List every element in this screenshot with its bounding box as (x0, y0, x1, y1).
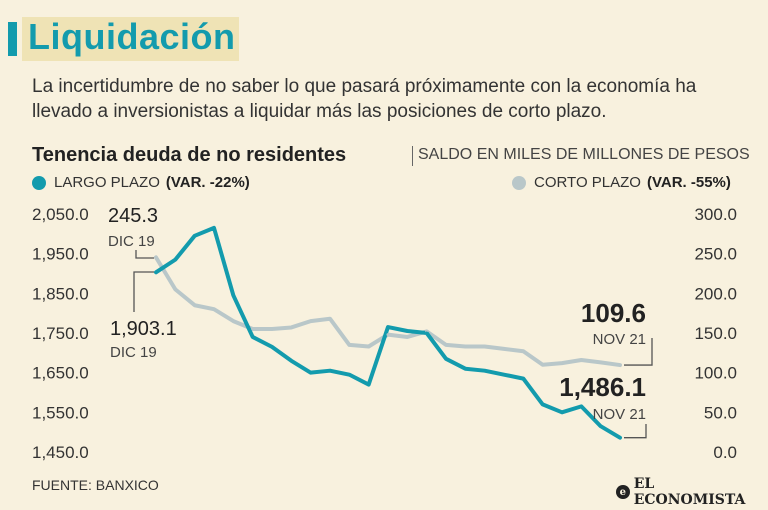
legend-corto: CORTO PLAZO (VAR. -55%) (512, 174, 731, 191)
source-note: FUENTE: BANXICO (32, 477, 159, 493)
left-tick-label: 1,650.0 (32, 364, 89, 383)
annotation-leader (624, 338, 653, 366)
annotation-value: 245.3 (108, 205, 158, 227)
title-accent-bar (8, 22, 17, 56)
data-point-largo (521, 377, 525, 381)
chart-subtitle: SALDO EN MILES DE MILLONES DE PESOS (418, 146, 750, 163)
legend-corto-label: CORTO PLAZO (534, 174, 641, 191)
data-point-largo (599, 424, 603, 428)
right-tick-label: 200.0 (694, 284, 737, 303)
corto-dot-icon (512, 175, 526, 190)
annotation-leader (135, 250, 154, 259)
annotation-date: DIC 19 (110, 344, 157, 361)
data-point-largo (502, 373, 506, 377)
legend-largo: LARGO PLAZO (VAR. -22%) (32, 174, 250, 191)
left-tick-label: 1,550.0 (32, 403, 89, 422)
data-point-largo (405, 329, 409, 333)
data-point-largo (289, 359, 293, 363)
data-point-corto (405, 335, 409, 339)
data-point-corto (521, 349, 525, 353)
data-point-corto (444, 343, 448, 347)
data-point-largo (425, 331, 429, 335)
data-point-corto (251, 327, 255, 331)
data-point-corto (541, 363, 545, 367)
right-tick-label: 50.0 (704, 403, 737, 422)
right-tick-label: 300.0 (694, 205, 737, 224)
data-point-largo (328, 369, 332, 373)
data-point-largo (193, 234, 197, 238)
left-tick-label: 1,750.0 (32, 324, 89, 343)
right-tick-label: 150.0 (694, 324, 737, 343)
data-point-corto (618, 363, 622, 367)
left-tick-label: 1,450.0 (32, 443, 89, 462)
data-point-largo (173, 258, 177, 262)
title-highlight (22, 17, 239, 61)
data-point-largo (154, 270, 158, 274)
description: La incertidumbre de no saber lo que pasa… (32, 76, 697, 122)
annotation-value: 109.6 (581, 298, 646, 328)
publisher-logo: e EL ECONOMISTA (616, 476, 768, 508)
legend-largo-var: (VAR. -22%) (165, 174, 250, 191)
data-point-largo (309, 371, 313, 375)
largo-dot-icon (32, 175, 46, 190)
data-point-largo (386, 325, 390, 329)
data-point-corto (173, 287, 177, 291)
data-point-largo (444, 357, 448, 361)
annotation-value: 1,903.1 (110, 318, 177, 340)
data-point-largo (367, 383, 371, 387)
series-line-largo-plazo (154, 225, 622, 440)
data-point-largo (579, 404, 583, 408)
left-tick-label: 1,850.0 (32, 284, 89, 303)
data-point-corto (231, 319, 235, 323)
annotation-value: 1,486.1 (559, 372, 646, 402)
legend-largo-label: LARGO PLAZO (54, 174, 160, 191)
left-tick-label: 1,950.0 (32, 245, 89, 264)
data-point-corto (309, 319, 313, 323)
chart-title: Tenencia deuda de no residentes (32, 144, 347, 166)
title-separator (412, 146, 413, 166)
right-tick-label: 100.0 (694, 364, 737, 383)
data-point-corto (463, 344, 467, 348)
data-point-corto (502, 347, 506, 351)
data-point-corto (328, 317, 332, 321)
right-tick-label: 0.0 (713, 443, 737, 462)
data-point-largo (560, 410, 564, 414)
data-point-corto (579, 358, 583, 362)
right-tick-label: 250.0 (694, 245, 737, 264)
legend-corto-var: (VAR. -55%) (646, 174, 731, 191)
left-tick-label: 2,050.0 (32, 205, 89, 224)
data-point-corto (270, 327, 274, 331)
data-point-largo (618, 436, 622, 440)
annotation-date: NOV 21 (593, 406, 646, 423)
data-point-corto (483, 344, 487, 348)
data-point-largo (212, 226, 216, 230)
logo-mark-icon: e (616, 485, 630, 499)
annotation-date: NOV 21 (593, 331, 646, 348)
annotation-date: DIC 19 (108, 233, 155, 250)
data-point-corto (367, 344, 371, 348)
annotation-leader (624, 424, 647, 439)
data-point-largo (347, 373, 351, 377)
annotation-leader (133, 271, 154, 312)
data-point-corto (560, 361, 564, 365)
data-point-corto (212, 307, 216, 311)
data-point-corto (193, 303, 197, 307)
data-point-corto (289, 325, 293, 329)
data-point-largo (270, 345, 274, 349)
data-point-largo (463, 367, 467, 371)
data-point-largo (251, 335, 255, 339)
data-point-corto (347, 343, 351, 347)
data-point-corto (154, 255, 158, 259)
data-point-largo (231, 293, 235, 297)
data-point-corto (599, 360, 603, 364)
page-title: Liquidación (28, 16, 236, 57)
data-point-corto (386, 333, 390, 337)
data-point-largo (483, 369, 487, 373)
data-point-largo (541, 402, 545, 406)
logo-text: EL ECONOMISTA (633, 476, 746, 508)
